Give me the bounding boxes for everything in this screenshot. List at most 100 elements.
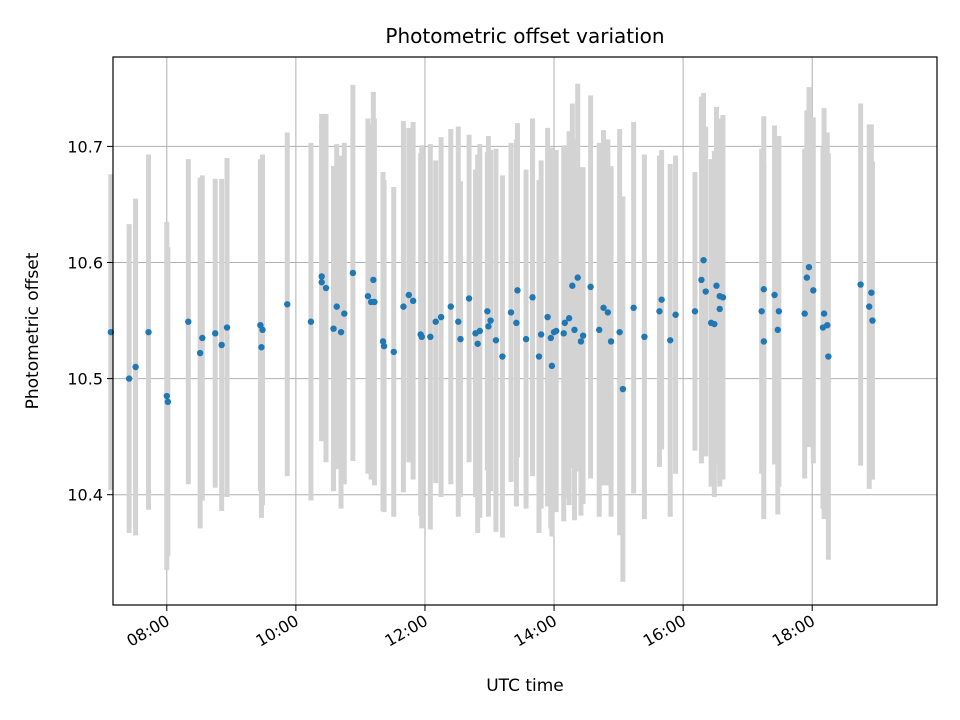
y-axis-title: Photometric offset (23, 252, 43, 409)
data-point (713, 282, 720, 289)
x-axis: 08:00 10:00 12:00 14:00 16:00 18:00 (123, 605, 818, 651)
data-point (702, 288, 709, 295)
data-point (259, 326, 266, 334)
y-tick-label: 10.7 (67, 137, 103, 156)
data-point (513, 319, 520, 327)
data-point (801, 310, 808, 317)
data-point (427, 333, 434, 341)
data-point (616, 328, 623, 336)
data-point (571, 326, 578, 334)
data-point (163, 392, 170, 400)
data-point (561, 319, 569, 327)
data-point (484, 308, 491, 315)
plot-frame (112, 56, 938, 606)
data-point (409, 297, 417, 305)
data-point (641, 333, 648, 341)
data-point (185, 318, 192, 325)
data-point (432, 318, 439, 325)
data-point (522, 335, 530, 343)
data-point (218, 341, 225, 349)
data-point (825, 353, 832, 360)
data-point (318, 273, 325, 280)
data-point (537, 331, 545, 338)
data-point (569, 282, 576, 289)
data-point (810, 287, 817, 294)
data-point (499, 353, 506, 360)
data-point (341, 310, 348, 317)
data-point (196, 349, 204, 357)
y-tick-label: 10.6 (67, 254, 103, 273)
data-point (667, 337, 674, 344)
data-point (330, 325, 337, 332)
data-point (529, 294, 536, 301)
data-point (544, 313, 551, 321)
data-point (211, 330, 219, 337)
data-point (577, 338, 585, 345)
x-tick-label: 12:00 (382, 611, 431, 651)
data-point (760, 286, 768, 293)
data-point (337, 328, 345, 336)
data-point (476, 327, 484, 335)
data-point (474, 340, 481, 347)
data-point (824, 321, 831, 329)
data-point (716, 305, 723, 313)
data-point (857, 281, 864, 288)
data-point (447, 303, 454, 310)
x-tick-label: 08:00 (123, 611, 172, 651)
data-point (604, 309, 612, 316)
chart-title: Photometric offset variation (385, 24, 664, 48)
data-point (698, 276, 705, 284)
data-point (619, 385, 627, 393)
data-point (507, 309, 515, 316)
data-point (760, 338, 768, 345)
data-point (390, 348, 397, 356)
data-point (223, 324, 231, 331)
data-point (364, 292, 372, 300)
x-tick-label: 10:00 (252, 611, 301, 651)
data-points (107, 256, 876, 406)
data-point (492, 337, 500, 344)
data-point (574, 274, 581, 281)
data-point (771, 291, 778, 299)
data-point (349, 269, 357, 277)
data-point (145, 328, 152, 336)
data-point (465, 295, 473, 302)
data-point (565, 315, 573, 322)
data-point (514, 287, 521, 294)
data-point (587, 283, 594, 291)
data-point (775, 308, 783, 315)
error-bars (108, 83, 875, 582)
data-point (457, 335, 464, 343)
data-point (370, 276, 377, 284)
data-point (719, 294, 727, 301)
data-point (672, 311, 679, 318)
data-point (803, 274, 811, 281)
data-point (658, 296, 665, 303)
data-point (307, 318, 315, 325)
x-tick-label: 16:00 (640, 611, 689, 651)
data-point (600, 304, 607, 311)
data-point (164, 398, 172, 406)
data-point (322, 284, 330, 292)
y-tick-label: 10.4 (67, 486, 103, 505)
data-point (437, 313, 445, 321)
data-point (711, 320, 718, 328)
data-point (125, 375, 133, 382)
data-point (284, 301, 291, 308)
data-point (691, 308, 699, 315)
data-point (405, 291, 413, 299)
data-point (455, 318, 462, 325)
data-point (866, 303, 873, 310)
data-point (560, 330, 567, 337)
data-point (552, 327, 560, 335)
data-point (630, 304, 637, 311)
data-point (318, 279, 325, 286)
data-point (400, 303, 407, 310)
y-axis: 10.4 10.5 10.6 10.7 (67, 137, 113, 505)
data-point (371, 298, 378, 306)
x-tick-label: 14:00 (511, 611, 560, 651)
data-point (132, 363, 139, 371)
x-axis-title: UTC time (486, 676, 564, 696)
data-point (579, 332, 587, 339)
data-point (258, 344, 265, 351)
